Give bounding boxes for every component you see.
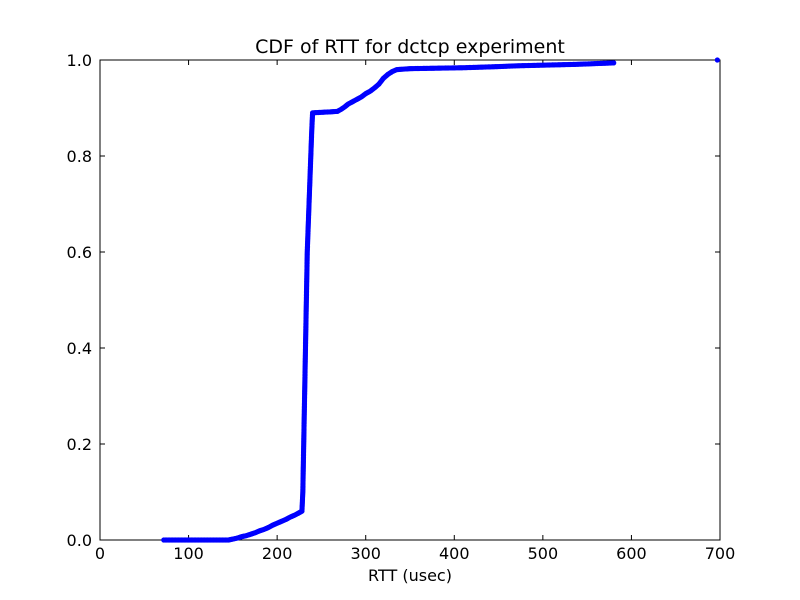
x-tick-label: 500 [528, 544, 559, 563]
x-tick-label: 300 [350, 544, 381, 563]
y-tick-label: 0.4 [67, 339, 92, 358]
data-point [714, 57, 720, 63]
axis-ticks: 0 100 200 300 400 500 600 700 0.0 0.2 0.4 0.6 0.8 1.0 [67, 51, 736, 563]
plot-frame [99, 59, 721, 541]
y-tick-label: 0.6 [67, 243, 92, 262]
x-axis-label: RTT (usec) [368, 566, 452, 585]
y-tick-label: 1.0 [67, 51, 92, 70]
x-tick-label: 0 [95, 544, 105, 563]
chart-title: CDF of RTT for dctcp experiment [255, 36, 565, 58]
x-tick-label: 200 [262, 544, 293, 563]
y-tick-label: 0.8 [67, 147, 92, 166]
data-point [611, 60, 617, 66]
x-tick-label: 100 [173, 544, 204, 563]
y-tick-label: 0.0 [67, 531, 92, 550]
data-points [161, 57, 720, 543]
x-tick-label: 700 [705, 544, 736, 563]
y-tick-label: 0.2 [67, 435, 92, 454]
x-tick-label: 600 [616, 544, 647, 563]
x-tick-label: 400 [439, 544, 470, 563]
